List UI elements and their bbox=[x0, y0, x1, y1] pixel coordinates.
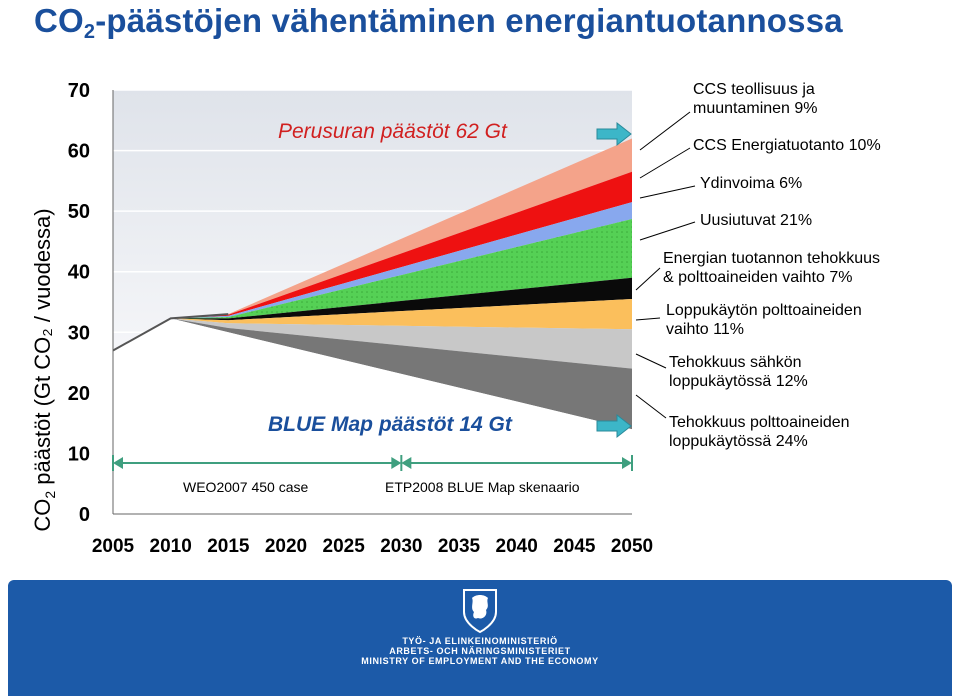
y-tick-label: 10 bbox=[68, 443, 90, 465]
leader-line bbox=[635, 353, 667, 369]
leader-line bbox=[639, 147, 691, 179]
y-tick-label: 50 bbox=[68, 201, 90, 223]
range-arrow-head bbox=[391, 457, 402, 469]
y-tick-label: 70 bbox=[68, 80, 90, 102]
leader-line bbox=[635, 394, 667, 419]
annotation-fuel-efficiency: Tehokkuus polttoaineiden loppukäytössä 2… bbox=[669, 414, 850, 450]
leader-line bbox=[639, 185, 696, 199]
etp-range-label: ETP2008 BLUE Map skenaario bbox=[385, 479, 580, 495]
footer-banner: TYÖ- JA ELINKEINOMINISTERIÖ ARBETS- OCH … bbox=[8, 580, 952, 696]
area-band bbox=[113, 318, 632, 430]
x-tick-label: 2030 bbox=[380, 536, 422, 557]
annotation-nuclear: Ydinvoima 6% bbox=[700, 175, 803, 192]
y-tick-label: 40 bbox=[68, 262, 90, 284]
x-tick-label: 2005 bbox=[92, 536, 135, 557]
annotation-electricity-efficiency: Tehokkuus sähkön loppukäytössä 12% bbox=[669, 354, 808, 390]
leader-line bbox=[635, 267, 661, 291]
history-line bbox=[112, 313, 229, 352]
range-arrow-head bbox=[622, 457, 632, 469]
x-tick-label: 2025 bbox=[323, 536, 366, 557]
bluemap-note: BLUE Map päästöt 14 Gt bbox=[268, 413, 512, 436]
area-band bbox=[113, 318, 632, 369]
y-tick-label: 0 bbox=[79, 504, 90, 526]
range-arrow-head bbox=[113, 457, 123, 469]
baseline-note: Perusuran päästöt 62 Gt bbox=[278, 120, 507, 143]
ministry-name-sv: ARBETS- OCH NÄRINGSMINISTERIET bbox=[389, 646, 571, 656]
page-title: CO2-päästöjen vähentäminen energiantuota… bbox=[34, 2, 843, 43]
y-tick-label: 20 bbox=[68, 383, 90, 405]
lion-crest-icon bbox=[463, 589, 497, 634]
annotation-end-use-fuel-switch: Loppukäytön polttoaineiden vaihto 11% bbox=[666, 302, 862, 338]
y-tick-label: 30 bbox=[68, 322, 90, 344]
area-band bbox=[113, 202, 632, 351]
weo-range-label: WEO2007 450 case bbox=[183, 479, 309, 495]
area-band-texture bbox=[113, 219, 632, 351]
annotation-renewables: Uusiutuvat 21% bbox=[700, 212, 813, 229]
ministry-name-fi: TYÖ- JA ELINKEINOMINISTERIÖ bbox=[402, 636, 558, 646]
ministry-name-en: MINISTRY OF EMPLOYMENT AND THE ECONOMY bbox=[361, 656, 599, 666]
annotation-ccs-power: CCS Energiatuotanto 10% bbox=[693, 137, 881, 154]
y-tick-label: 60 bbox=[68, 141, 90, 163]
x-tick-label: 2040 bbox=[496, 536, 538, 557]
x-tick-label: 2050 bbox=[611, 536, 653, 557]
x-tick-label: 2035 bbox=[438, 536, 481, 557]
leader-line bbox=[639, 221, 696, 241]
x-tick-label: 2020 bbox=[265, 536, 307, 557]
x-tick-label: 2010 bbox=[150, 536, 192, 557]
x-tick-label: 2015 bbox=[207, 536, 250, 557]
area-band bbox=[113, 299, 632, 351]
range-arrow-head bbox=[401, 457, 412, 469]
leader-line bbox=[635, 317, 661, 321]
x-tick-label: 2045 bbox=[553, 536, 596, 557]
leader-line bbox=[639, 111, 691, 151]
bluemap-pointer-arrow bbox=[596, 413, 632, 439]
area-band bbox=[113, 318, 632, 514]
annotation-ccs-industry: CCS teollisuus ja muuntaminen 9% bbox=[693, 81, 818, 117]
baseline-pointer-arrow bbox=[596, 121, 632, 147]
area-band bbox=[113, 277, 632, 351]
annotation-generation-efficiency: Energian tuotannon tehokkuus & polttoain… bbox=[663, 250, 881, 286]
